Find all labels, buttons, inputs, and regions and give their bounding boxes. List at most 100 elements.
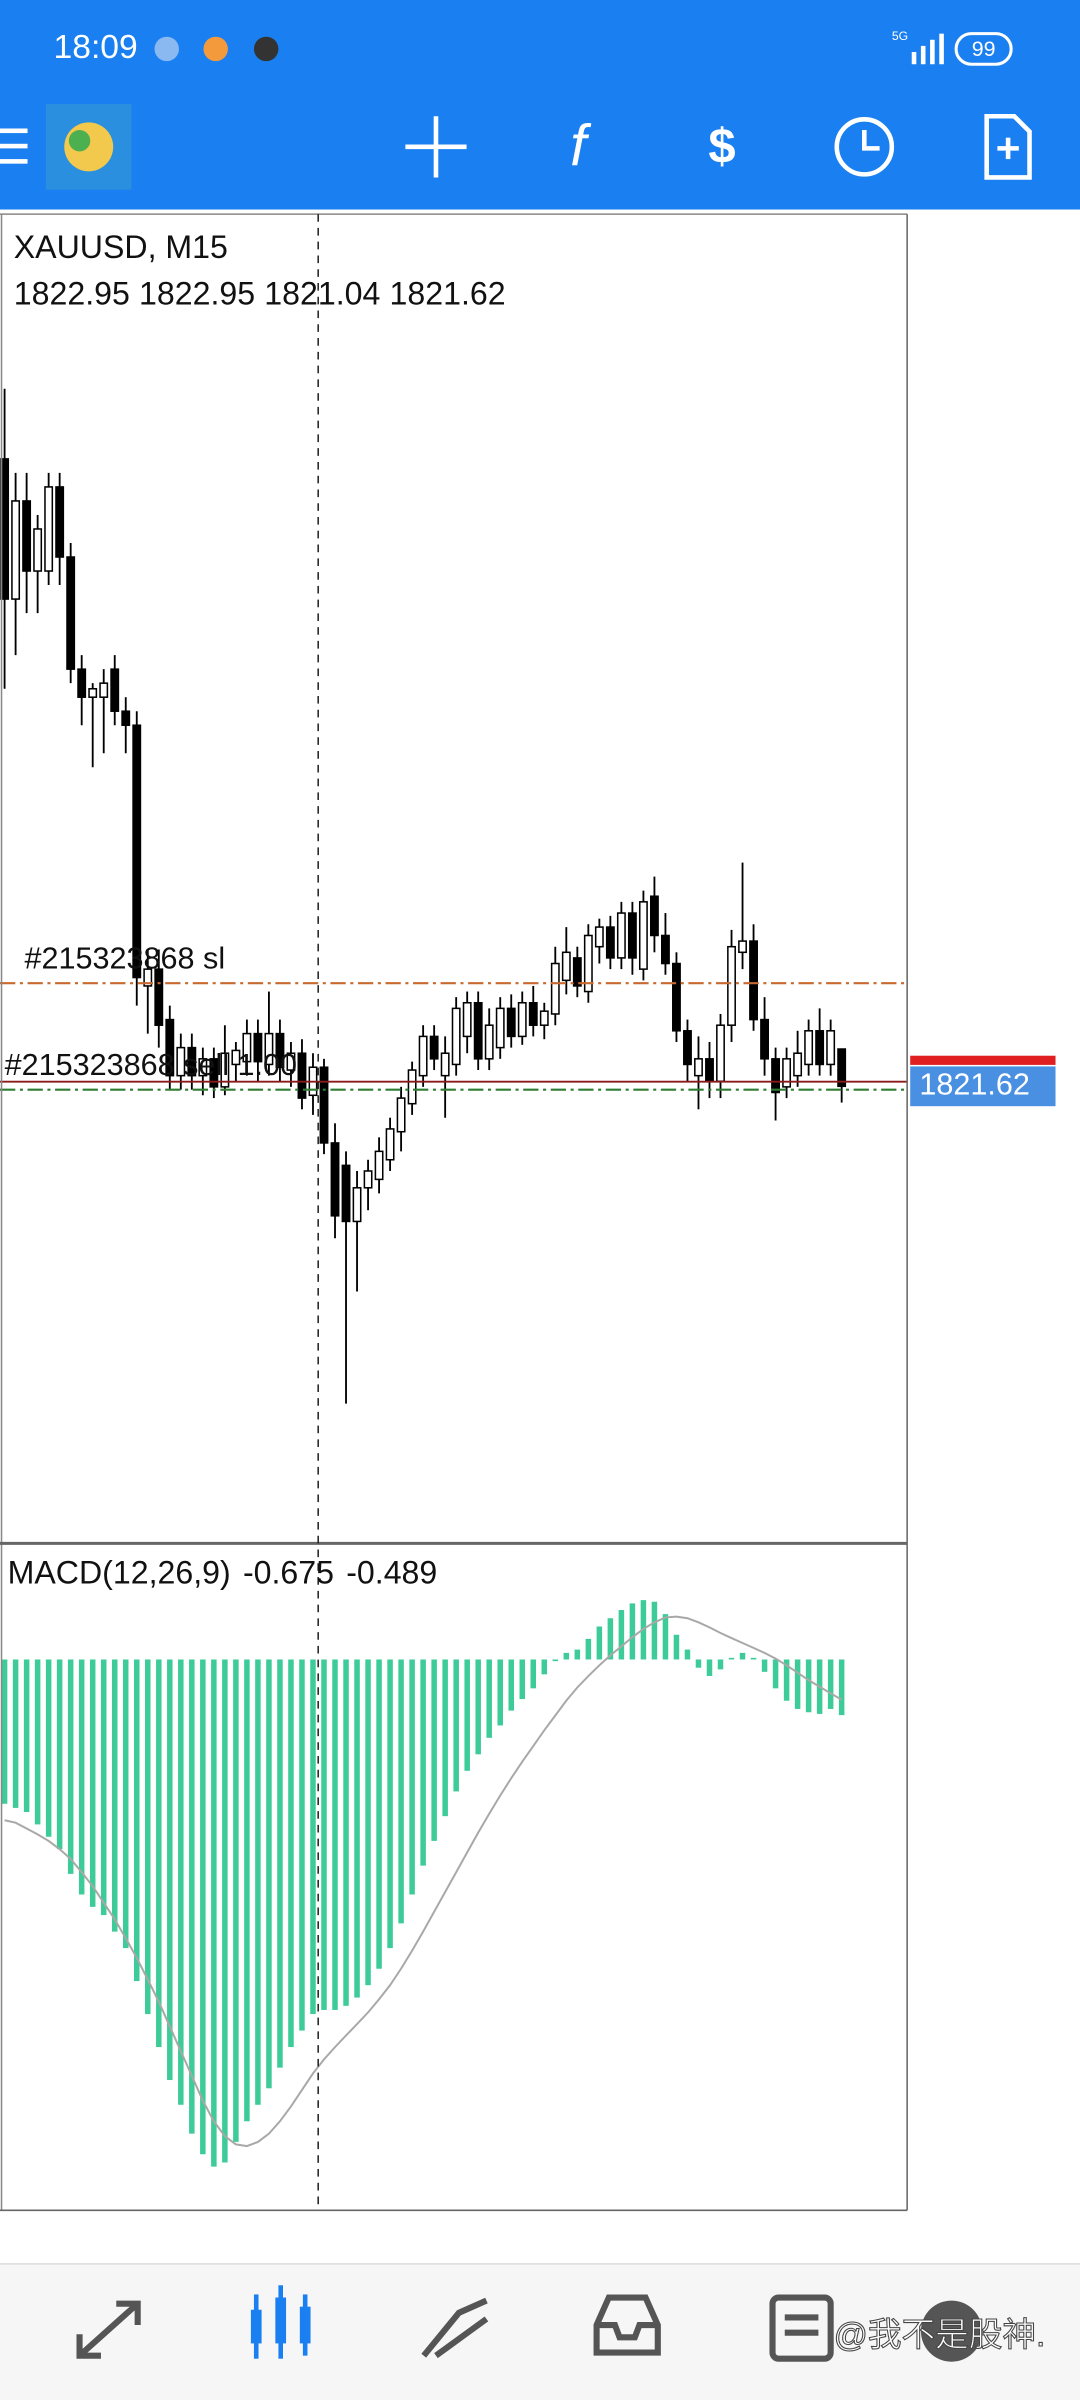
candle-body [749,940,758,1021]
macd-bar [717,1659,724,1670]
news-tab[interactable] [769,2294,834,2362]
macd-bar [453,1659,459,1792]
macd-bar [387,1659,393,1949]
candle-body [826,1030,836,1066]
candle-body [605,926,615,959]
macd-bar [167,1659,173,2081]
trade-tab[interactable] [421,2297,489,2359]
battery [954,32,1013,66]
signal-line [4,1615,843,2148]
candle-body [242,1032,252,1063]
macd-bar [684,1649,691,1660]
macd-bar [497,1659,503,1726]
candle-body [418,1035,428,1077]
candle-body [782,1058,792,1088]
candle-body [451,1007,461,1066]
timeframe-button[interactable] [834,117,895,177]
macd-bar [78,1659,85,1895]
candle-body [275,1032,285,1069]
candle-body [44,486,54,572]
candle-body [385,1128,395,1161]
candle-body [22,500,32,572]
candle-body [352,1187,362,1223]
macd-bar [321,1659,327,2010]
macd-bar [673,1634,680,1660]
candle-body [363,1170,373,1189]
candle-body [793,1052,803,1077]
candle-body [143,968,153,987]
macd-bar [508,1659,514,1711]
network: 5G [892,29,908,43]
candle-body [683,1030,692,1066]
macd-bar [409,1659,415,1895]
macd-bar [354,1659,360,1998]
candle-body [672,962,681,1032]
macd-bar [288,1659,294,2048]
macd-bar [365,1659,371,1986]
macd-value: -0.675 [243,1555,334,1591]
macd-bar [211,1659,217,2167]
macd-bar [728,1657,735,1660]
new-order-button[interactable] [984,113,1032,180]
order-label: #215323868 sell 1.00 [5,1048,297,1082]
macd-bar [299,1659,305,2031]
candle-body [264,1032,274,1066]
candle-body [198,1058,208,1077]
candle-body [396,1097,406,1133]
candle-body [77,668,87,698]
macd-bar [56,1659,63,1850]
macd-bar [200,1659,206,2155]
macd-bar [475,1659,481,1755]
candle-body [88,688,98,698]
macd-bar [34,1659,41,1825]
macd-bar [607,1618,614,1660]
history-tab[interactable] [593,2294,661,2356]
chart-area [0,209,1080,2264]
app-bar [0,0,1080,210]
candle-body [121,710,131,726]
quotes-tab[interactable] [76,2300,141,2359]
candle-body [561,951,571,982]
candle-body [837,1048,847,1088]
macd-bar [618,1610,625,1660]
macd-bar [739,1652,746,1660]
macd-bar [156,1659,162,2048]
candle-body [132,724,142,979]
candle-body [341,1164,351,1223]
candle-body [771,1058,781,1094]
candle-body [220,1052,230,1088]
macd-bar [255,1659,261,2105]
macd-bar [794,1659,801,1709]
macd-bar [23,1659,30,1813]
macd-bar [596,1626,603,1660]
candle-body [66,556,76,670]
ohlc-value: 1821.62 [390,276,506,312]
crosshair-button[interactable] [405,116,467,178]
order-label: #215323868 sl [24,941,225,975]
candle-body [231,1049,241,1066]
candle-body [253,1032,263,1063]
macd-bar [233,1659,239,2142]
chart-tab[interactable] [250,2285,311,2359]
macd-bar [134,1659,140,1982]
trade-button[interactable]: $ [708,120,735,174]
candle-body [528,1002,538,1026]
signal-icon [911,33,944,65]
candle-body [495,1007,505,1049]
macd-bar [662,1614,669,1660]
messages-tab[interactable] [920,2300,983,2362]
ohlc-value: 1821.04 [264,276,380,312]
candle-body [572,957,582,987]
macd-bar [574,1649,581,1660]
notif-icon [203,36,228,62]
macd-bar [222,1659,228,2163]
macd-bar [310,1659,316,2015]
candle-body [760,1018,770,1060]
candle-body [154,968,164,1026]
candle-body [484,1024,494,1060]
menu-button[interactable] [0,128,28,164]
macd-bar [530,1659,537,1689]
candle-body [616,912,626,959]
